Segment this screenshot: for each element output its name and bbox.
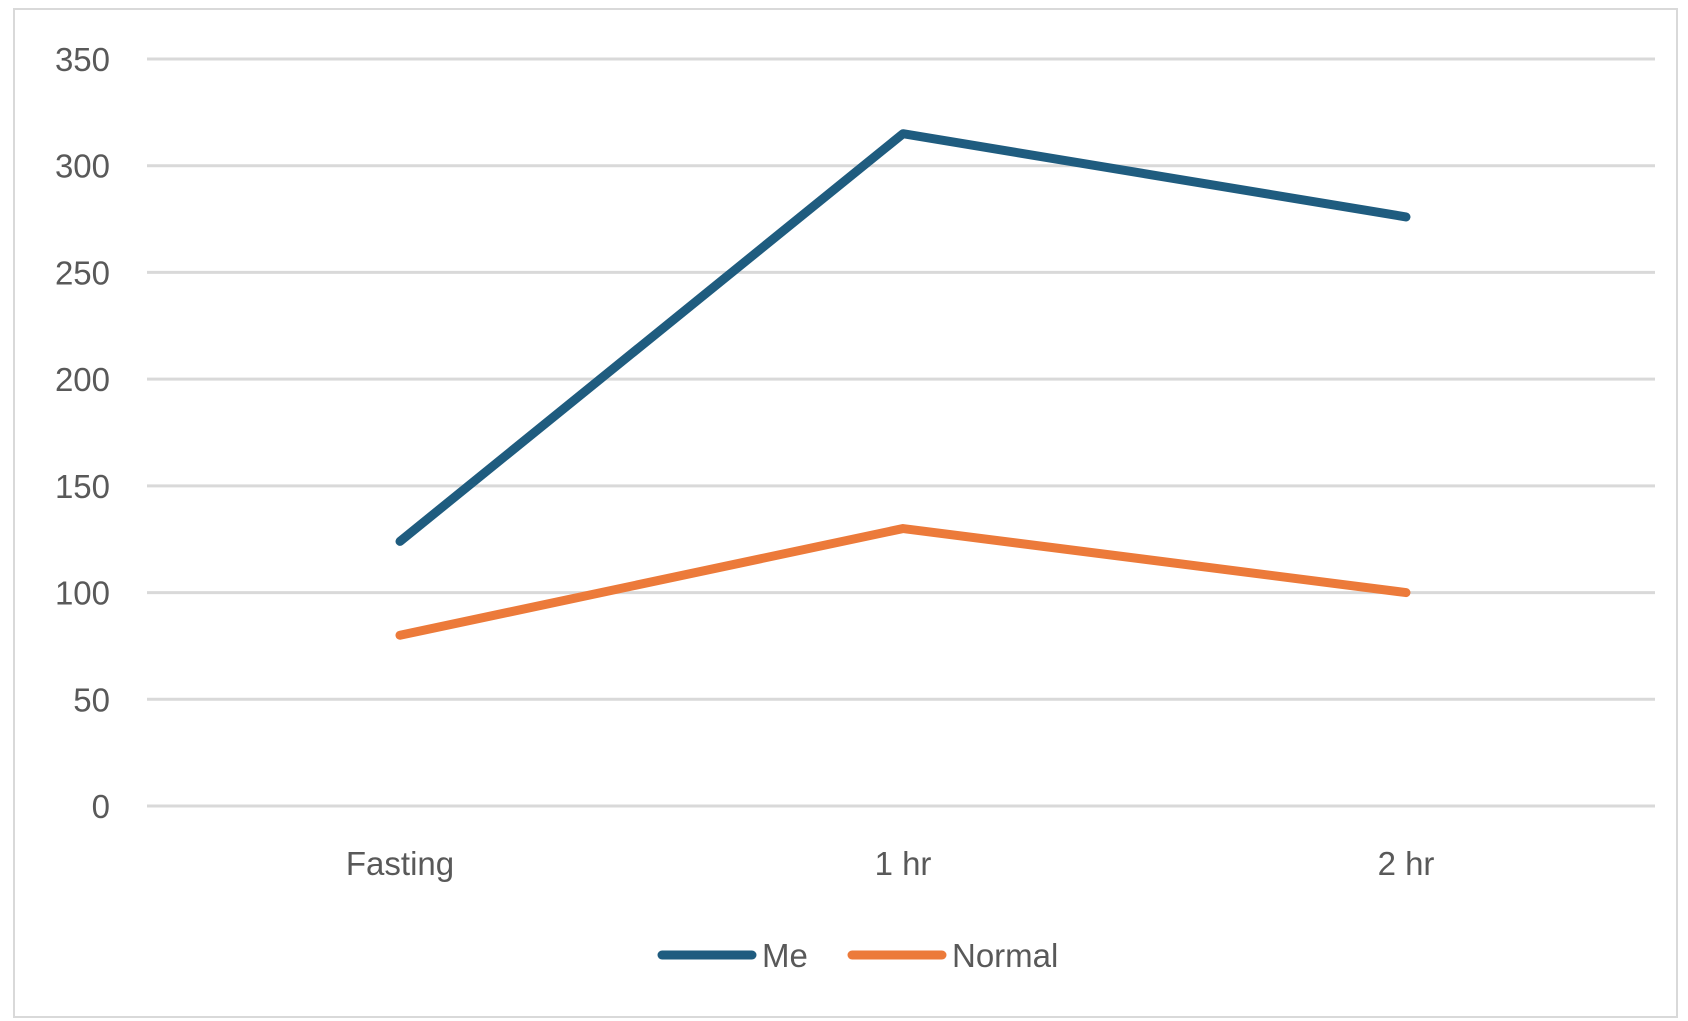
series-line-normal bbox=[395, 524, 1411, 640]
y-tick-label: 150 bbox=[55, 468, 110, 505]
data-point bbox=[399, 540, 401, 542]
y-tick-label: 250 bbox=[55, 254, 110, 291]
legend-label-me: Me bbox=[762, 937, 808, 974]
data-point bbox=[1405, 592, 1407, 594]
y-tick-label: 0 bbox=[92, 788, 110, 825]
y-tick-label: 50 bbox=[73, 681, 110, 718]
legend: Me Normal bbox=[657, 937, 1058, 974]
data-point bbox=[399, 634, 401, 636]
y-axis-ticks: 0 50 100 150 200 250 300 350 bbox=[55, 41, 110, 825]
gridlines bbox=[147, 57, 1655, 808]
data-point bbox=[902, 133, 904, 135]
data-point bbox=[1405, 216, 1407, 218]
series-line-me bbox=[395, 129, 1411, 546]
data-point bbox=[902, 528, 904, 530]
y-tick-label: 300 bbox=[55, 148, 110, 185]
x-category-label: Fasting bbox=[346, 845, 454, 882]
series-lines bbox=[395, 129, 1411, 640]
x-category-label: 1 hr bbox=[875, 845, 932, 882]
x-axis-categories: Fasting 1 hr 2 hr bbox=[346, 845, 1435, 882]
y-tick-label: 350 bbox=[55, 41, 110, 78]
y-tick-label: 100 bbox=[55, 575, 110, 612]
legend-label-normal: Normal bbox=[952, 937, 1058, 974]
x-category-label: 2 hr bbox=[1378, 845, 1435, 882]
y-tick-label: 200 bbox=[55, 361, 110, 398]
